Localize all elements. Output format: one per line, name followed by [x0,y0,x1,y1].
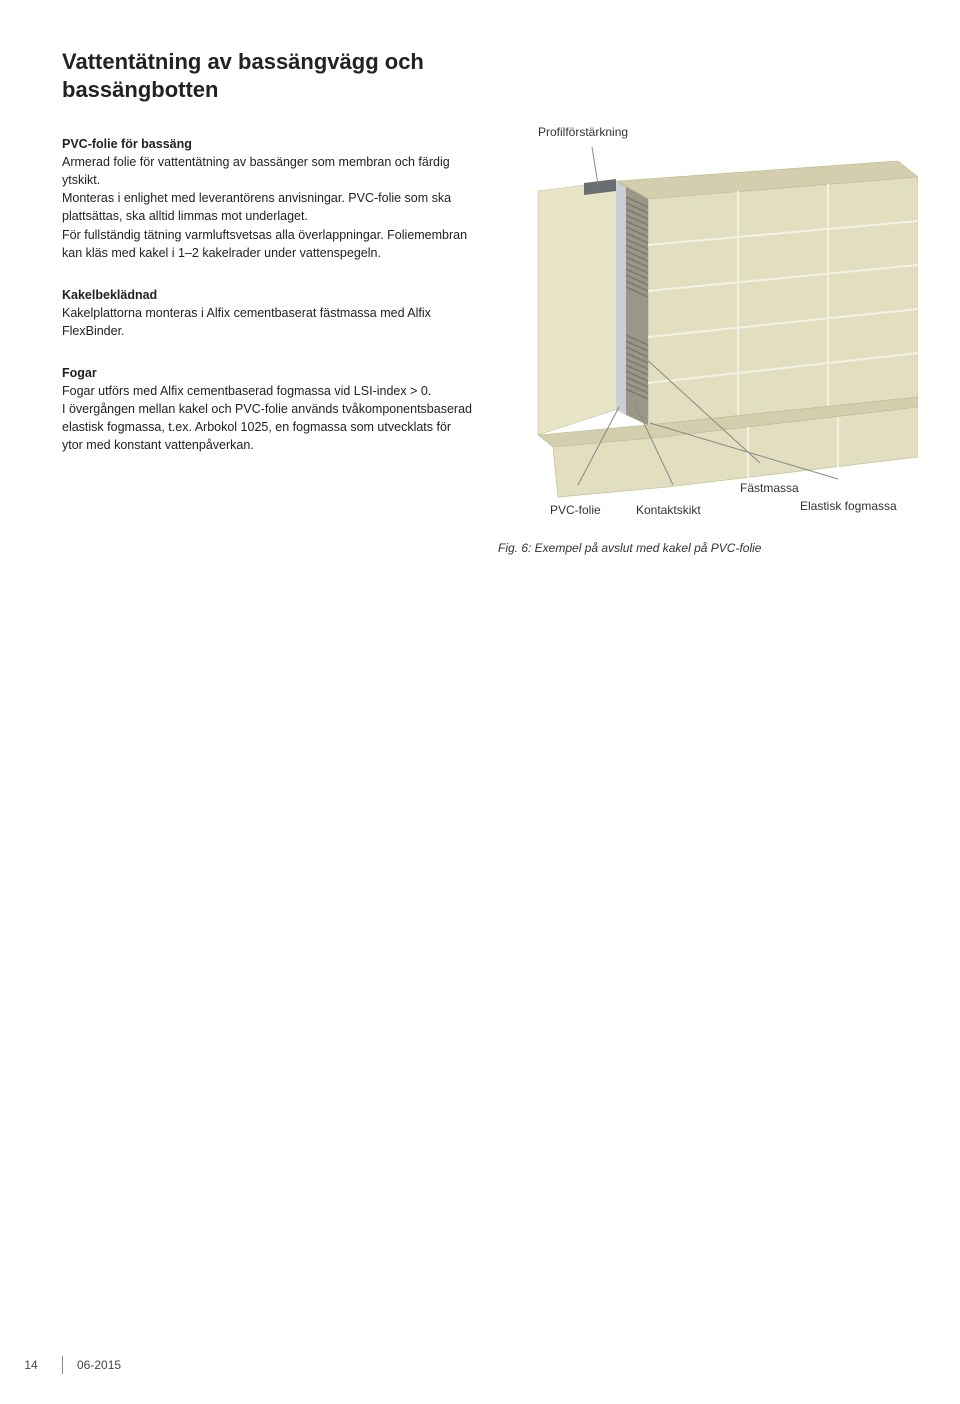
figure-column: Profilförstärkning [498,125,918,555]
callout-profil: Profilförstärkning [538,125,628,139]
wall-front [648,177,918,425]
figure-caption: Fig. 6: Exempel på avslut med kakel på P… [498,541,918,555]
callout-fastmassa: Fästmassa [740,481,799,495]
content-row: PVC-folie för bassäng Armerad folie för … [62,125,918,555]
page-title: Vattentätning av bassängvägg och bassäng… [62,48,522,103]
page-number: 14 [0,1358,62,1372]
diagram-svg [498,147,918,507]
figure-wrap: Profilförstärkning [498,125,918,535]
layer-structure [538,181,618,435]
section-body-fogar: Fogar utförs med Alfix cementbaserad fog… [62,382,474,455]
footer-date: 06-2015 [77,1358,121,1372]
layer-pvc [616,182,626,415]
page: Vattentätning av bassängvägg och bassäng… [0,0,960,1404]
page-footer: 14 06-2015 [0,1356,960,1374]
section-heading-fogar: Fogar [62,366,474,380]
section-body-pvc: Armerad folie för vattentätning av bassä… [62,153,474,262]
section-heading-kakelbekladnad: Kakelbeklädnad [62,288,474,302]
section-body-kakelbekladnad: Kakelplattorna monteras i Alfix cementba… [62,304,474,340]
callout-elastisk: Elastisk fogmassa [800,499,897,513]
callout-kontaktskikt: Kontaktskikt [636,503,701,517]
callout-pvc-folie: PVC-folie [550,503,601,517]
footer-separator [62,1356,63,1374]
text-column: PVC-folie för bassäng Armerad folie för … [62,125,474,555]
section-heading-pvc: PVC-folie för bassäng [62,137,474,151]
